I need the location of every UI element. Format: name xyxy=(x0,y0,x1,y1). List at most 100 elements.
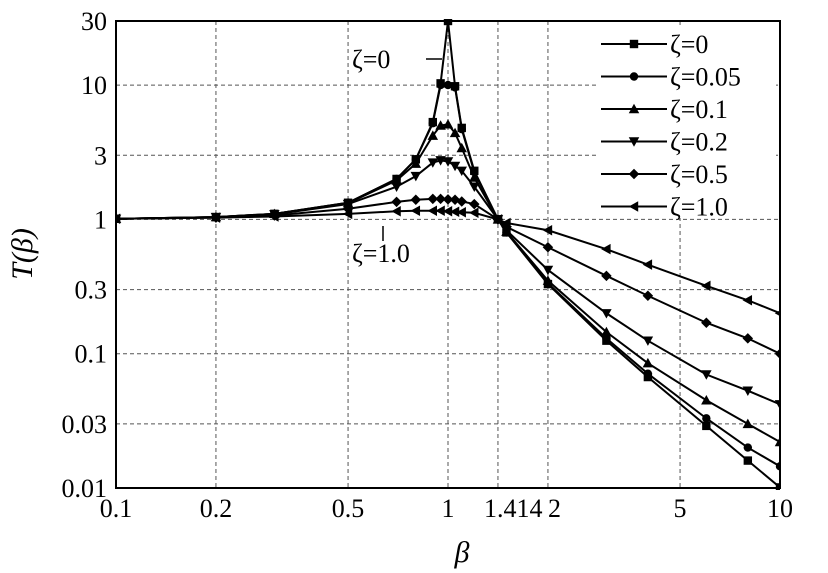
annotations: ζ=0 ζ=1.0 xyxy=(352,45,442,268)
annotation-zeta-1: ζ=1.0 xyxy=(352,239,410,268)
y-tick-label: 0.03 xyxy=(62,410,108,439)
legend-label: ζ=0.1 xyxy=(670,95,728,124)
data-point xyxy=(742,386,754,396)
data-point xyxy=(391,196,402,208)
data-point xyxy=(342,208,353,220)
data-point xyxy=(435,120,446,130)
data-point xyxy=(456,207,466,218)
data-point xyxy=(701,395,712,405)
y-tick-label: 1 xyxy=(94,205,107,234)
data-point xyxy=(469,172,480,182)
legend-label: ζ=0.5 xyxy=(670,160,728,189)
data-point xyxy=(774,400,780,410)
x-tick-labels: 0.1 0.2 0.5 1 1.414 2 5 10 xyxy=(100,494,793,523)
data-point xyxy=(410,194,422,206)
data-point xyxy=(391,182,402,192)
y-tick-labels: 0.01 0.03 0.1 0.3 1 3 10 30 xyxy=(62,7,108,503)
data-point xyxy=(501,217,511,229)
plot-frame xyxy=(115,20,781,489)
legend-background xyxy=(596,28,776,218)
data-point xyxy=(469,207,479,219)
data-point xyxy=(642,290,654,302)
legend-entry: ζ=0 xyxy=(601,30,708,59)
data-point xyxy=(542,275,554,285)
data-point xyxy=(469,198,480,210)
data-point xyxy=(456,166,467,177)
data-point xyxy=(449,161,461,172)
data-point xyxy=(410,171,422,182)
legend-label: ζ=0.2 xyxy=(670,128,728,157)
y-axis-label: T(β) xyxy=(6,228,39,280)
data-point xyxy=(492,214,503,225)
data-point xyxy=(743,456,753,465)
legend-marker xyxy=(628,201,639,212)
data-point xyxy=(435,193,446,205)
legend-entry: ζ=0.05 xyxy=(601,63,741,92)
data-point xyxy=(210,212,221,223)
data-point xyxy=(601,243,611,255)
data-point xyxy=(443,80,453,90)
legend-marker xyxy=(628,103,640,114)
x-tick-label: 0.1 xyxy=(100,494,133,523)
x-axis-label: β xyxy=(454,536,470,569)
data-point xyxy=(642,357,654,368)
y-tick-label: 30 xyxy=(81,7,107,36)
y-tick-label: 10 xyxy=(81,71,107,100)
data-point xyxy=(601,326,612,337)
legend-marker xyxy=(629,72,639,81)
y-tick-label: 0.01 xyxy=(62,474,108,503)
legend-entry: ζ=1.0 xyxy=(601,193,728,222)
legend-label: ζ=0.05 xyxy=(670,63,741,92)
legend-marker xyxy=(629,39,639,49)
data-point xyxy=(542,225,553,236)
data-point xyxy=(742,294,753,306)
data-point xyxy=(742,333,754,344)
x-tick-label: 1.414 xyxy=(484,494,543,523)
y-tick-label: 3 xyxy=(94,141,107,170)
data-point xyxy=(436,80,445,90)
data-point xyxy=(702,421,711,431)
series-line xyxy=(116,123,780,443)
data-point xyxy=(450,83,460,92)
data-point xyxy=(774,436,780,447)
x-tick-label: 0.5 xyxy=(332,494,365,523)
legend-marker xyxy=(628,168,640,180)
data-point xyxy=(427,158,439,168)
data-point xyxy=(742,418,754,429)
data-point xyxy=(601,309,612,319)
data-point xyxy=(442,119,454,129)
data-point xyxy=(391,175,402,185)
data-point xyxy=(443,19,453,26)
data-point xyxy=(427,205,438,216)
data-point xyxy=(435,205,445,216)
data-point xyxy=(442,157,454,167)
data-point xyxy=(774,348,780,359)
x-tick-label: 0.2 xyxy=(200,494,233,523)
data-point xyxy=(642,259,653,270)
x-tick-label: 1 xyxy=(442,494,455,523)
legend-entry: ζ=0.1 xyxy=(601,95,728,124)
data-point xyxy=(427,193,439,205)
x-tick-label: 5 xyxy=(674,494,687,523)
data-point xyxy=(449,127,461,138)
legend-entry: ζ=0.2 xyxy=(601,128,728,157)
data-point xyxy=(601,270,612,282)
legend-label: ζ=1.0 xyxy=(670,193,728,222)
series-5 xyxy=(116,205,780,317)
data-point xyxy=(701,370,712,380)
data-point xyxy=(391,205,401,217)
data-point xyxy=(410,205,421,216)
data-point xyxy=(410,158,422,168)
data-point xyxy=(602,334,611,343)
data-point xyxy=(269,211,279,222)
data-point xyxy=(457,124,466,134)
legend-label: ζ=0 xyxy=(670,30,708,59)
data-point xyxy=(642,336,654,346)
legend-marker xyxy=(628,137,640,147)
legend: ζ=0 ζ=0.05 ζ=0.1 ζ=0.2 ζ=0.5 ζ=1.0 xyxy=(596,28,776,222)
y-tick-label: 0.1 xyxy=(75,340,108,369)
data-point xyxy=(542,265,554,276)
annotation-zeta-0: ζ=0 xyxy=(352,45,390,74)
data-point xyxy=(542,242,554,253)
legend-entry: ζ=0.5 xyxy=(601,160,728,189)
